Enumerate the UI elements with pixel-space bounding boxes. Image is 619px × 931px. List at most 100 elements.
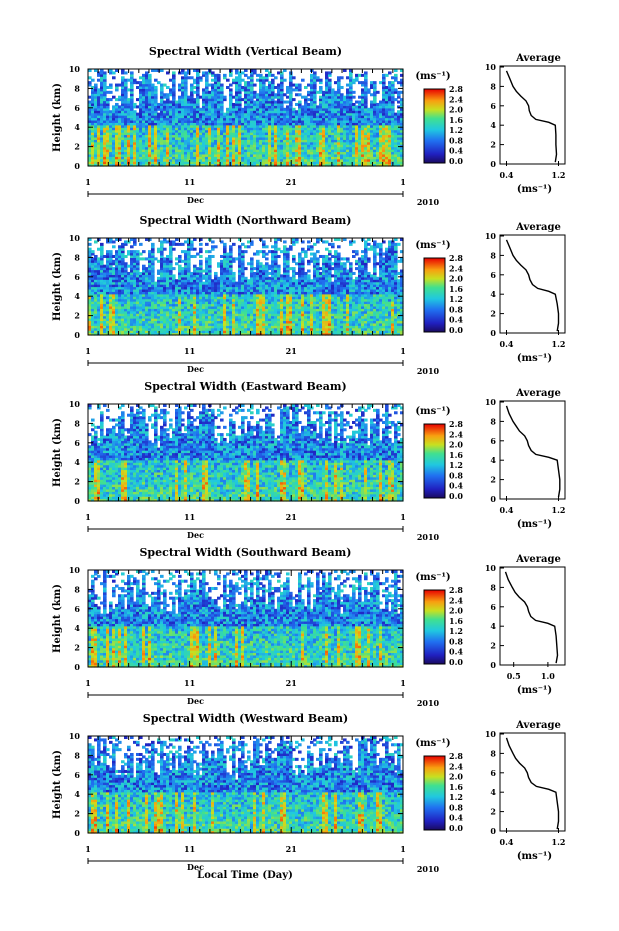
heatmap-cell <box>139 119 143 123</box>
heatmap-cell <box>94 115 98 119</box>
heatmap-cell <box>88 132 92 136</box>
heatmap-cell <box>181 71 185 75</box>
heatmap-cell <box>172 105 176 109</box>
heatmap-cell <box>205 149 209 153</box>
heatmap-cell <box>151 117 155 121</box>
heatmap-cell <box>205 88 209 92</box>
heatmap-cell <box>142 90 146 94</box>
avg-x-tick-label: 0.4 <box>500 170 514 180</box>
heatmap-cell <box>112 151 116 155</box>
heatmap-cell <box>124 95 128 99</box>
heatmap-cell <box>199 141 203 145</box>
heatmap-cell <box>163 100 167 104</box>
heatmap-cell <box>109 112 113 116</box>
heatmap-cell <box>196 102 200 106</box>
heatmap-cell <box>181 136 185 140</box>
heatmap-cell <box>112 110 116 114</box>
heatmap-cell <box>181 153 185 157</box>
heatmap-cell <box>136 129 140 133</box>
heatmap-cell <box>112 139 116 143</box>
heatmap-cell <box>88 242 92 246</box>
heatmap-cell <box>136 85 140 89</box>
heatmap-cell <box>139 115 143 119</box>
heatmap-cell <box>157 153 161 157</box>
heatmap-cell <box>376 90 380 94</box>
heatmap-cell <box>124 139 128 143</box>
heatmap-cell <box>145 83 149 87</box>
heatmap-cell <box>184 73 188 77</box>
heatmap-cell <box>91 95 95 99</box>
heatmap-cell <box>109 153 113 157</box>
heatmap-cell <box>97 115 101 119</box>
heatmap-cell <box>145 78 149 82</box>
heatmap-cell <box>184 161 188 165</box>
heatmap-cell <box>199 76 203 80</box>
heatmap-cell <box>142 117 146 121</box>
heatmap-cell <box>178 117 182 121</box>
heatmap-cell <box>196 141 200 145</box>
heatmap-cell <box>91 78 95 82</box>
heatmap-cell <box>190 76 194 80</box>
heatmap-cell <box>187 76 191 80</box>
heatmap-cell <box>103 90 107 94</box>
heatmap-cell <box>205 136 209 140</box>
heatmap-cell <box>169 134 173 138</box>
average-profile-line <box>505 70 558 163</box>
heatmap-cell <box>115 149 119 153</box>
heatmap-cell <box>175 110 179 114</box>
heatmap-cell <box>181 95 185 99</box>
heatmap-cell <box>94 158 98 162</box>
heatmap-cell <box>142 110 146 114</box>
heatmap-cell <box>160 144 164 148</box>
heatmap-cell <box>196 105 200 109</box>
heatmap-cell <box>100 93 104 97</box>
heatmap-cell <box>151 161 155 165</box>
heatmap-cell <box>163 107 167 111</box>
heatmap-cell <box>181 98 185 102</box>
heatmap-cell <box>112 134 116 138</box>
heatmap-cell <box>118 161 122 165</box>
heatmap-cell <box>103 83 107 87</box>
heatmap-cell <box>160 110 164 114</box>
heatmap-cell <box>88 95 92 99</box>
heatmap-cell <box>100 129 104 133</box>
heatmap-cell <box>184 105 188 109</box>
heatmap-cell <box>112 136 116 140</box>
heatmap-cell <box>145 153 149 157</box>
heatmap-cell <box>109 122 113 126</box>
heatmap-cell <box>163 163 167 167</box>
heatmap-cell <box>145 95 149 99</box>
heatmap-cell <box>202 117 206 121</box>
heatmap-cell <box>133 146 137 150</box>
heatmap-cell <box>130 95 134 99</box>
heatmap-cell <box>118 110 122 114</box>
heatmap-cell <box>112 161 116 165</box>
heatmap-cell <box>148 112 152 116</box>
heatmap-cell <box>163 139 167 143</box>
heatmap-cell <box>115 158 119 162</box>
heatmap-cell <box>109 139 113 143</box>
heatmap-cell <box>184 134 188 138</box>
heatmap-cell <box>154 127 158 131</box>
heatmap-cell <box>202 119 206 123</box>
heatmap-cell <box>193 90 197 94</box>
heatmap-cell <box>127 139 131 143</box>
heatmap-cells <box>88 69 404 167</box>
heatmap-cell <box>142 132 146 136</box>
heatmap-cell <box>97 156 101 160</box>
heatmap-cell <box>163 134 167 138</box>
heatmap-cell <box>196 110 200 114</box>
heatmap-cell <box>169 124 173 128</box>
heatmap-cell <box>154 129 158 133</box>
heatmap-cell <box>178 98 182 102</box>
heatmap-cell <box>172 267 176 271</box>
heatmap-cell <box>142 95 146 99</box>
heatmap-cell <box>193 129 197 133</box>
y-tick-label: 6 <box>74 103 80 113</box>
heatmap-cell <box>142 73 146 77</box>
heatmap-cell <box>169 112 173 116</box>
heatmap-cell <box>163 158 167 162</box>
heatmap-cell <box>148 163 152 167</box>
heatmap-cell <box>106 110 110 114</box>
heatmap-cell <box>151 107 155 111</box>
